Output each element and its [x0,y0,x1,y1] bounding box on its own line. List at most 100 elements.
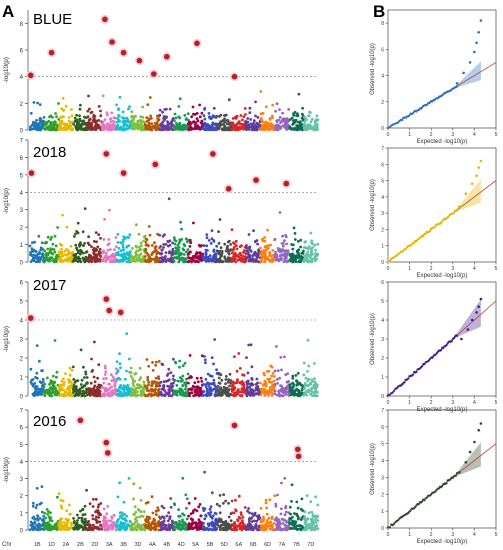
snp-point [113,384,117,388]
y-tick-label: 4 [381,74,384,80]
snp-point [230,387,234,391]
snp-point [125,245,129,249]
snp-point [145,358,149,361]
snp-point [139,248,143,252]
snp-point [181,518,184,522]
snp-point [167,388,171,392]
significant-snp [27,315,34,321]
snp-point [249,250,253,253]
snp-point [87,392,91,396]
snp-point [114,236,118,239]
snp-point [233,252,237,256]
snp-point [279,121,282,125]
snp-point [46,235,50,239]
snp-point [181,512,184,516]
snp-point [303,510,307,513]
snp-point [178,251,182,255]
snp-point [185,517,189,521]
snp-point [302,260,306,264]
snp-point [85,382,89,385]
snp-point [256,116,260,119]
snp-point [226,527,230,531]
snp-point [303,254,306,258]
snp-point [132,118,136,122]
snp-point [116,117,119,120]
snp-point [316,242,320,246]
snp-point [247,255,250,259]
snp-point [294,260,298,263]
snp-point [173,379,176,382]
snp-point [150,253,154,256]
snp-point [152,257,155,261]
snp-point [275,523,278,527]
snp-point [311,246,314,249]
x-tick-label: 3 [451,132,454,138]
snp-point [95,521,99,524]
snp-point [186,394,190,398]
snp-point [138,366,142,370]
snp-point [254,240,257,243]
snp-point [110,393,114,396]
snp-point [220,249,224,253]
snp-point [288,385,292,389]
snp-point [188,238,192,242]
snp-point [119,366,122,370]
snp-point [224,390,228,393]
snp-point [70,523,73,527]
snp-point [248,386,252,389]
snp-point [217,388,221,392]
snp-point [41,387,45,390]
snp-point [42,514,45,518]
snp-point [284,527,288,530]
snp-point [271,528,275,532]
snp-point [187,524,191,527]
significant-snp [210,151,216,157]
snp-point [283,355,286,359]
snp-point [129,119,133,123]
snp-point [92,386,96,390]
snp-point [263,127,267,131]
snp-point [207,259,211,263]
snp-point [46,253,50,257]
snp-point [206,125,210,128]
snp-point [146,378,150,382]
snp-point [294,526,297,530]
y-tick-label: 0 [381,126,384,132]
snp-point [299,238,303,242]
snp-point [108,117,112,121]
snp-point [114,528,118,532]
snp-point [221,119,225,123]
snp-point [34,387,38,390]
snp-point [284,387,287,390]
snp-point [227,389,230,392]
snp-point [59,518,62,521]
snp-point [79,509,82,513]
snp-point [204,361,207,365]
snp-point [117,389,120,393]
snp-point [44,258,48,261]
snp-point [46,522,49,526]
snp-point [151,527,155,530]
snp-point [79,125,83,129]
snp-point [259,90,263,93]
snp-point [158,113,162,117]
snp-point [33,390,37,394]
snp-point [105,251,108,255]
snp-point [133,115,137,118]
snp-point [236,379,239,383]
snp-point [154,257,158,261]
snp-point [179,126,183,130]
snp-point [175,393,179,397]
snp-point [316,503,320,507]
snp-point [185,506,188,510]
snp-point [121,110,125,114]
snp-point [247,392,251,396]
snp-point [239,114,243,117]
significant-snp [106,307,112,314]
snp-point [224,378,228,381]
snp-point [250,365,254,369]
snp-point [76,221,80,225]
snp-point [162,246,166,249]
